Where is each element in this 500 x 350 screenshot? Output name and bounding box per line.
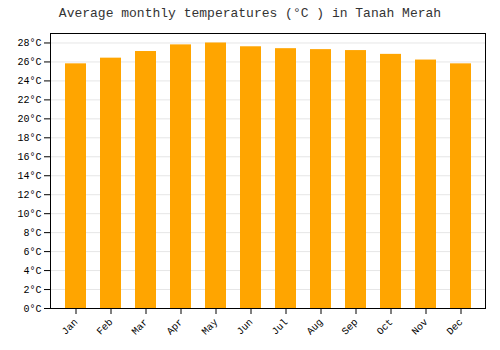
svg-text:Mar: Mar: [130, 317, 151, 338]
svg-text:12°C: 12°C: [17, 190, 41, 201]
svg-text:28°C: 28°C: [17, 38, 41, 49]
svg-text:Feb: Feb: [95, 317, 116, 338]
svg-text:Nov: Nov: [410, 317, 431, 338]
svg-text:22°C: 22°C: [17, 95, 41, 106]
svg-text:Apr: Apr: [165, 317, 186, 338]
svg-text:2°C: 2°C: [23, 285, 41, 296]
svg-text:Aug: Aug: [305, 317, 326, 338]
svg-text:Jun: Jun: [235, 317, 256, 338]
svg-text:Jul: Jul: [270, 317, 291, 338]
svg-text:Jan: Jan: [60, 317, 81, 338]
svg-text:16°C: 16°C: [17, 152, 41, 163]
svg-text:24°C: 24°C: [17, 76, 41, 87]
svg-text:0°C: 0°C: [23, 304, 41, 315]
svg-text:14°C: 14°C: [17, 171, 41, 182]
html-text:Average monthly temperatures (: Average monthly temperatures (°C ) in Ta…: [58, 6, 442, 21]
svg-text:18°C: 18°C: [17, 133, 41, 144]
svg-text:Oct: Oct: [375, 317, 396, 338]
svg-text:4°C: 4°C: [23, 266, 41, 277]
svg-text:Dec: Dec: [445, 317, 466, 338]
svg-text:6°C: 6°C: [23, 247, 41, 258]
svg-text:8°C: 8°C: [23, 228, 41, 239]
svg-text:26°C: 26°C: [17, 57, 41, 68]
svg-text:May: May: [200, 317, 221, 338]
svg-text:20°C: 20°C: [17, 114, 41, 125]
svg-text:10°C: 10°C: [17, 209, 41, 220]
svg-text:Sep: Sep: [340, 317, 361, 338]
